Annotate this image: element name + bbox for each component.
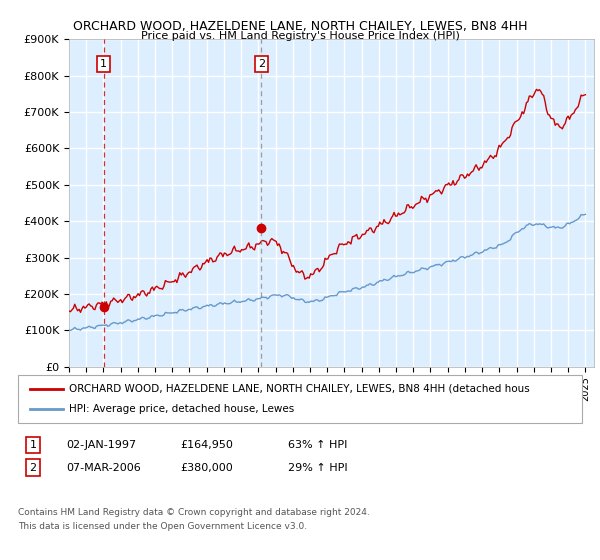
Text: 2: 2 <box>258 59 265 69</box>
Text: £380,000: £380,000 <box>180 463 233 473</box>
Text: 1: 1 <box>100 59 107 69</box>
Text: ORCHARD WOOD, HAZELDENE LANE, NORTH CHAILEY, LEWES, BN8 4HH (detached hous: ORCHARD WOOD, HAZELDENE LANE, NORTH CHAI… <box>69 384 530 394</box>
Text: 1: 1 <box>29 440 37 450</box>
Text: ORCHARD WOOD, HAZELDENE LANE, NORTH CHAILEY, LEWES, BN8 4HH: ORCHARD WOOD, HAZELDENE LANE, NORTH CHAI… <box>73 20 527 32</box>
Text: £164,950: £164,950 <box>180 440 233 450</box>
Text: This data is licensed under the Open Government Licence v3.0.: This data is licensed under the Open Gov… <box>18 522 307 531</box>
Text: Price paid vs. HM Land Registry's House Price Index (HPI): Price paid vs. HM Land Registry's House … <box>140 31 460 41</box>
Text: Contains HM Land Registry data © Crown copyright and database right 2024.: Contains HM Land Registry data © Crown c… <box>18 508 370 517</box>
Text: 29% ↑ HPI: 29% ↑ HPI <box>288 463 347 473</box>
Text: 02-JAN-1997: 02-JAN-1997 <box>66 440 136 450</box>
Text: 63% ↑ HPI: 63% ↑ HPI <box>288 440 347 450</box>
Text: 2: 2 <box>29 463 37 473</box>
Text: 07-MAR-2006: 07-MAR-2006 <box>66 463 141 473</box>
Text: HPI: Average price, detached house, Lewes: HPI: Average price, detached house, Lewe… <box>69 404 294 414</box>
